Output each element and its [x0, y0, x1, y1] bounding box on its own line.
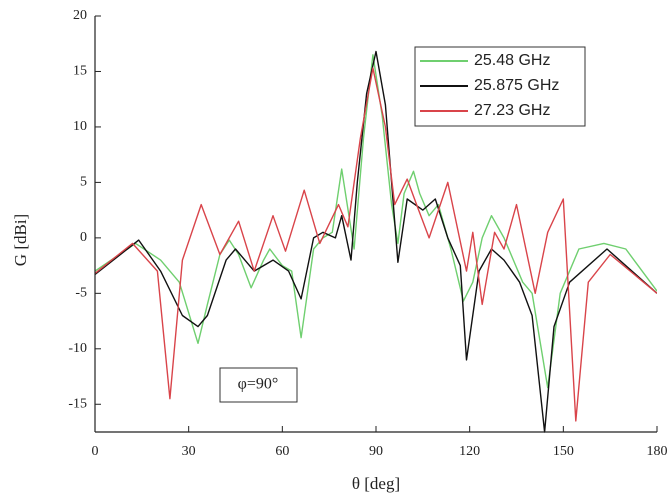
y-tick-label: -10: [68, 341, 87, 356]
legend-label: 25.875 GHz: [474, 77, 559, 94]
annotation: φ=90°: [238, 376, 279, 393]
x-tick-label: 30: [182, 444, 196, 459]
y-axis-label: G [dBi]: [11, 214, 30, 266]
y-tick-label: 20: [73, 8, 87, 23]
x-tick-label: 0: [92, 444, 99, 459]
annotation-box: [219, 367, 298, 403]
legend-label: 27.23 GHz: [474, 102, 550, 119]
y-tick-label: 0: [80, 230, 87, 245]
y-tick-label: -15: [68, 396, 87, 411]
x-tick-label: 150: [553, 444, 574, 459]
x-tick-label: 90: [369, 444, 383, 459]
x-axis-label: θ [deg]: [352, 474, 400, 493]
y-tick-label: -5: [75, 286, 87, 301]
series-line: [95, 50, 657, 433]
y-tick-label: 5: [80, 175, 87, 190]
x-tick-label: 60: [275, 444, 289, 459]
y-tick-label: 15: [73, 64, 87, 79]
y-tick-label: 10: [73, 119, 87, 134]
series-line: [95, 54, 657, 389]
x-tick-label: 180: [647, 444, 668, 459]
x-tick-label: 120: [459, 444, 480, 459]
legend-label: 25.48 GHz: [474, 52, 550, 69]
series-line: [95, 67, 657, 422]
